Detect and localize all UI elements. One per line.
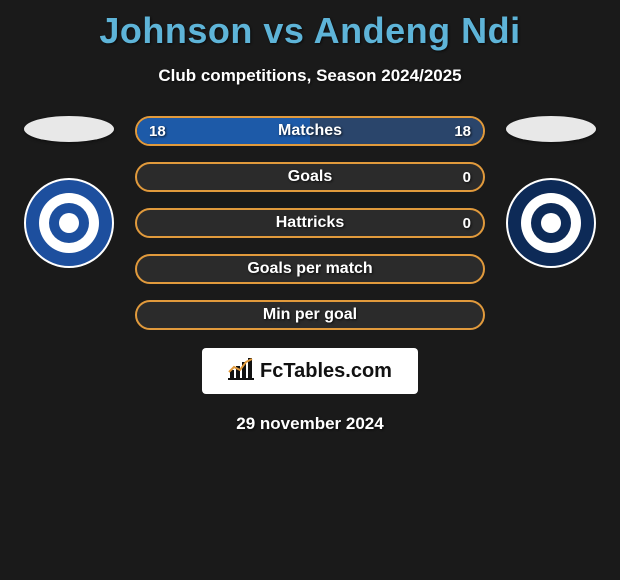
left-club-crest (24, 178, 114, 268)
stat-bar: Matches 18 18 (135, 116, 485, 146)
chart-icon (228, 358, 254, 385)
stat-bars: Matches 18 18 Goals 0 Hattricks 0 Goals per mat… (135, 116, 485, 330)
stat-bar-right-value: 18 (454, 123, 471, 140)
stat-bar: Hattricks 0 (135, 208, 485, 238)
right-club-crest (506, 178, 596, 268)
stat-bar-label: Goals (288, 168, 332, 186)
right-column (501, 116, 601, 268)
stat-bar: Goals per match (135, 254, 485, 284)
stat-bar-label: Hattricks (276, 214, 344, 232)
site-logo-text: FcTables.com (260, 360, 392, 383)
stat-bar: Goals 0 (135, 162, 485, 192)
stat-bar-label: Goals per match (247, 260, 372, 278)
site-logo: FcTables.com (202, 348, 418, 394)
comparison-content: Matches 18 18 Goals 0 Hattricks 0 Goals per mat… (0, 116, 620, 330)
stat-bar: Min per goal (135, 300, 485, 330)
stat-bar-left-value: 18 (149, 123, 166, 140)
stat-bar-label: Min per goal (263, 306, 357, 324)
page-title: Johnson vs Andeng Ndi (0, 0, 620, 52)
snapshot-date: 29 november 2024 (0, 414, 620, 434)
page-subtitle: Club competitions, Season 2024/2025 (0, 66, 620, 86)
stat-bar-right-value: 0 (463, 215, 471, 232)
left-flag (24, 116, 114, 142)
stat-bar-right-value: 0 (463, 169, 471, 186)
left-column (19, 116, 119, 268)
right-flag (506, 116, 596, 142)
stat-bar-label: Matches (278, 122, 342, 140)
